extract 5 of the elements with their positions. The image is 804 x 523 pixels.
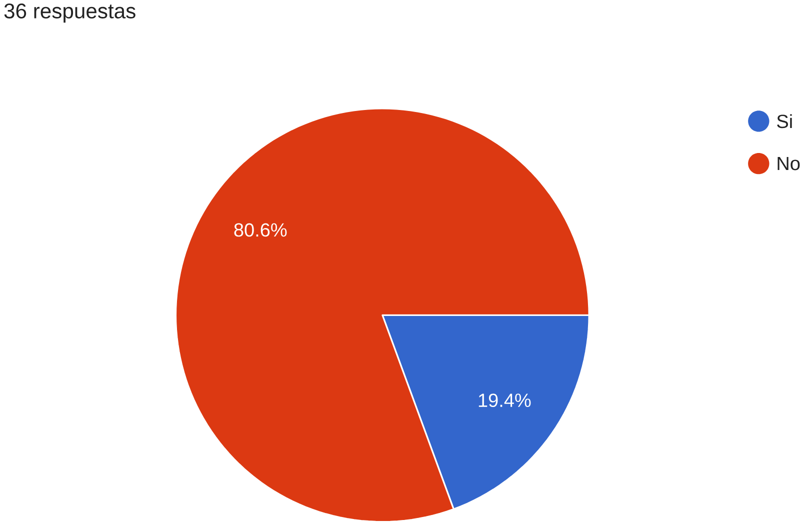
legend-label: No xyxy=(778,157,800,170)
legend-label: Si xyxy=(777,114,792,128)
chart-title: 36 respuestas xyxy=(4,4,136,23)
data-label: 19.4% xyxy=(478,394,531,408)
data-label: 80.6% xyxy=(234,223,287,237)
